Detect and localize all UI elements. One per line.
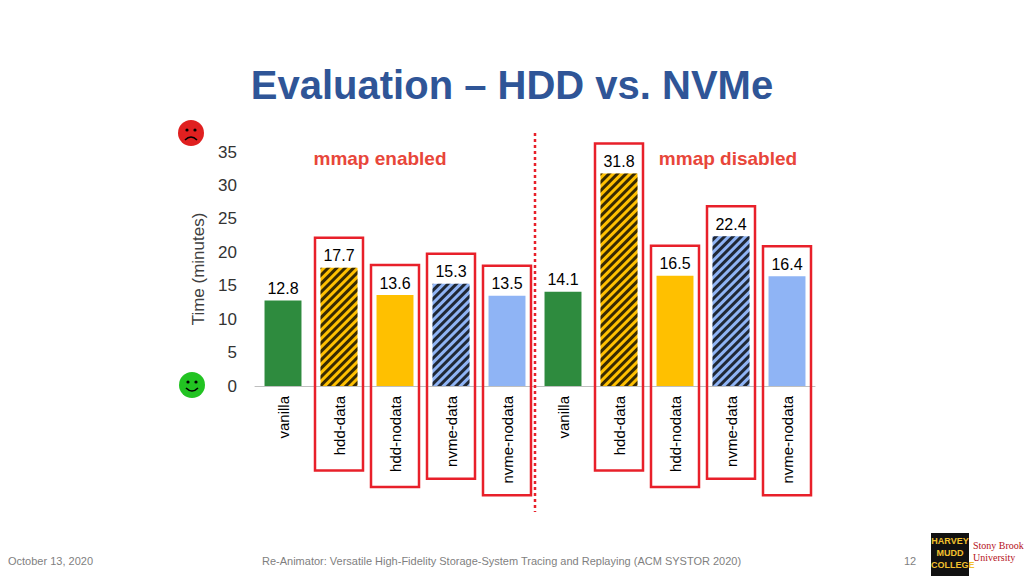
svg-text:35: 35 — [218, 143, 237, 162]
svg-text:0: 0 — [228, 377, 237, 396]
svg-text:nvme-data: nvme-data — [443, 395, 460, 467]
svg-text:31.8: 31.8 — [603, 153, 634, 170]
svg-text:vanilla: vanilla — [555, 395, 572, 438]
html-text:12: 12 — [904, 555, 917, 567]
html-text:MUDD: MUDD — [936, 548, 964, 558]
svg-text:hdd-data: hdd-data — [611, 395, 628, 455]
svg-text:hdd-nodata: hdd-nodata — [667, 395, 684, 472]
html-text:Re-Animator: Versatile High-Fi: Re-Animator: Versatile High-Fidelity Sto… — [262, 555, 742, 567]
svg-text:hdd-data: hdd-data — [331, 395, 348, 455]
svg-text:14.1: 14.1 — [547, 271, 578, 288]
html-text:University: University — [973, 552, 1016, 563]
svg-text:mmap disabled: mmap disabled — [659, 148, 797, 169]
svg-text:13.6: 13.6 — [379, 275, 410, 292]
svg-text:nvme-nodata: nvme-nodata — [499, 395, 516, 483]
svg-text:12.8: 12.8 — [267, 280, 298, 297]
html-text:October 13, 2020: October 13, 2020 — [8, 555, 93, 567]
svg-text:nvme-data: nvme-data — [723, 395, 740, 467]
svg-text:16.5: 16.5 — [659, 255, 690, 272]
svg-text:vanilla: vanilla — [275, 395, 292, 438]
svg-text:17.7: 17.7 — [323, 247, 354, 264]
svg-text:5: 5 — [228, 343, 237, 362]
svg-text:mmap enabled: mmap enabled — [313, 148, 446, 169]
svg-text:15: 15 — [218, 276, 237, 295]
html-text:Stony Brook: Stony Brook — [973, 540, 1024, 551]
html-text:HARVEY: HARVEY — [931, 536, 969, 546]
svg-text:30: 30 — [218, 176, 237, 195]
svg-text:15.3: 15.3 — [435, 263, 466, 280]
svg-text:13.5: 13.5 — [491, 275, 522, 292]
html-text:COLLEGE: COLLEGE — [931, 560, 975, 570]
svg-text:16.4: 16.4 — [771, 256, 802, 273]
svg-text:Evaluation – HDD vs. NVMe: Evaluation – HDD vs. NVMe — [251, 63, 773, 107]
svg-text:20: 20 — [218, 243, 237, 262]
svg-text:22.4: 22.4 — [715, 216, 746, 233]
svg-text:hdd-nodata: hdd-nodata — [387, 395, 404, 472]
svg-text:nvme-nodata: nvme-nodata — [779, 395, 796, 483]
svg-text:10: 10 — [218, 310, 237, 329]
svg-text:25: 25 — [218, 209, 237, 228]
svg-text:Time (minutes): Time (minutes) — [189, 213, 208, 326]
